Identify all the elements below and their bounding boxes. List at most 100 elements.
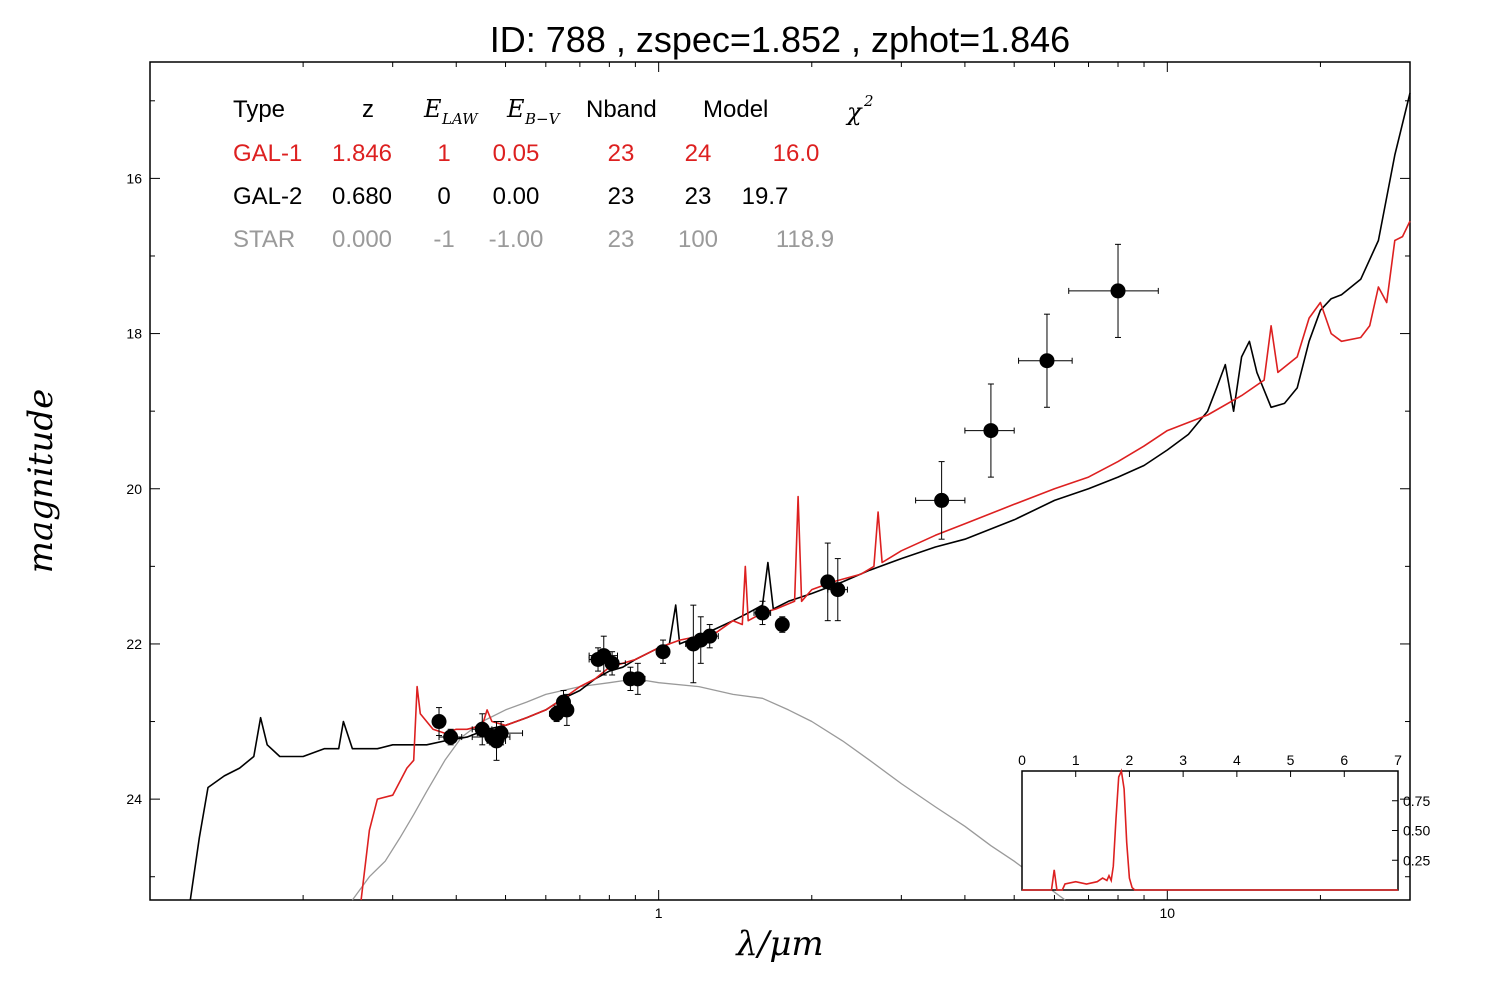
cell-ebv: 0.00: [493, 183, 540, 210]
header-ebv-sub: B−V: [524, 110, 562, 128]
x-tick-label: 10: [1160, 905, 1176, 921]
cell-type: GAL-2: [233, 183, 302, 210]
cell-model: 100: [678, 226, 718, 253]
cell-nband: 23: [608, 226, 635, 253]
cell-nband: 23: [608, 183, 635, 210]
cell-ebv: 0.05: [493, 140, 540, 167]
inset-pdf-curve: [1022, 768, 1398, 891]
header-type: Type: [233, 96, 285, 123]
photometry-point: [431, 707, 447, 737]
y-tick-label: 24: [126, 791, 142, 807]
data-point-marker: [604, 655, 620, 671]
cell-z: 1.846: [332, 140, 392, 167]
photometry-point: [655, 639, 671, 664]
photometry-point: [597, 651, 626, 676]
y-tick-label: 22: [126, 636, 142, 652]
inset-x-tick-label: 2: [1126, 752, 1134, 768]
photometry-point: [476, 721, 524, 746]
photometry-point: [753, 600, 772, 626]
header-nband: Nband: [586, 96, 657, 123]
data-point-marker: [431, 714, 447, 730]
inset-y-tick-label: 0.25: [1403, 852, 1430, 868]
inset-curve-gal-1: [1022, 768, 1398, 891]
data-point-marker: [443, 729, 459, 745]
table-row-star: STAR 0.000 -1 -1.00 23 100 118.9: [233, 226, 834, 253]
photometry-points: [431, 243, 1159, 761]
cell-model: 24: [685, 140, 712, 167]
inset-y-tick-label: 0.50: [1403, 823, 1430, 839]
header-model: Model: [703, 96, 768, 123]
photometry-point: [1068, 243, 1159, 338]
table-row-gal-2: GAL-2 0.680 0 0.00 23 23 19.7: [233, 183, 788, 210]
spectrum-star: [351, 678, 1066, 901]
data-point-marker: [559, 702, 575, 718]
data-point-marker: [934, 492, 950, 508]
x-axis-label: λ/μm: [734, 924, 823, 964]
cell-nband: 23: [608, 140, 635, 167]
y-tick-label: 20: [126, 481, 142, 497]
data-point-marker: [630, 671, 646, 687]
data-point-marker: [702, 628, 718, 644]
y-tick-label: 16: [126, 170, 142, 186]
cell-elaw: -1: [433, 226, 454, 253]
photometry-point: [700, 624, 719, 649]
y-axis-label: magnitude: [21, 389, 61, 574]
data-point-marker: [1110, 283, 1126, 299]
photometry-point: [1018, 313, 1073, 408]
redshift-pdf-inset: 0 1 2 3 4 5 6 7 0.25 0.50 0.75: [1018, 752, 1430, 891]
data-point-marker: [1039, 353, 1055, 369]
spectrum-gal-2: [189, 92, 1411, 901]
data-point-marker: [655, 644, 671, 660]
cell-elaw: 0: [437, 183, 450, 210]
header-z: z: [362, 96, 374, 123]
header-chi2-sup: 2: [863, 92, 874, 110]
inset-axis-ticks: 0 1 2 3 4 5 6 7 0.25 0.50 0.75: [1018, 752, 1430, 868]
cell-type: GAL-1: [233, 140, 302, 167]
photometry-point: [964, 383, 1015, 478]
inset-x-tick-label: 6: [1340, 752, 1348, 768]
fit-results-table: Type z E LAW E B−V Nband Model χ 2 GAL-1…: [233, 92, 874, 253]
cell-type: STAR: [233, 226, 295, 253]
data-point-marker: [830, 582, 846, 598]
header-elaw: E: [423, 95, 442, 123]
photometry-point: [915, 461, 966, 540]
cell-chi2: 19.7: [742, 183, 789, 210]
inset-x-tick-label: 0: [1018, 752, 1026, 768]
inset-frame: [1021, 770, 1399, 891]
header-ebv: E: [506, 95, 525, 123]
cell-model: 23: [685, 183, 712, 210]
inset-x-tick-label: 1: [1072, 752, 1080, 768]
table-row-gal-1: GAL-1 1.846 1 0.05 23 24 16.0: [233, 140, 819, 167]
photometry-point: [774, 616, 790, 633]
data-point-marker: [983, 423, 999, 439]
inset-x-tick-label: 7: [1394, 752, 1402, 768]
model-spectra: [189, 92, 1411, 901]
cell-chi2: 16.0: [773, 140, 820, 167]
data-point-marker: [774, 617, 790, 633]
photometry-point: [827, 558, 848, 622]
photometry-point: [629, 662, 646, 695]
header-chi2: χ: [845, 98, 863, 126]
x-tick-label: 1: [655, 905, 663, 921]
cell-chi2: 118.9: [776, 226, 834, 253]
y-tick-label: 18: [126, 326, 142, 342]
cell-ebv: -1.00: [489, 226, 544, 253]
plot-frame: [149, 61, 1411, 901]
chart-title: ID: 788 , zspec=1.852 , zphot=1.846: [490, 19, 1070, 60]
cell-elaw: 1: [437, 140, 450, 167]
photometry-point: [438, 728, 463, 746]
inset-x-tick-label: 4: [1233, 752, 1241, 768]
spectrum-gal-1: [360, 220, 1411, 901]
header-elaw-sub: LAW: [441, 110, 479, 128]
inset-y-tick-label: 0.75: [1403, 793, 1430, 809]
data-point-marker: [754, 605, 770, 621]
inset-x-tick-label: 3: [1179, 752, 1187, 768]
table-rows: GAL-1 1.846 1 0.05 23 24 16.0 GAL-2 0.680 0 0.00 23…: [233, 140, 834, 253]
data-point-marker: [493, 725, 509, 741]
cell-z: 0.000: [332, 226, 392, 253]
cell-z: 0.680: [332, 183, 392, 210]
photometry-point: [559, 693, 575, 726]
